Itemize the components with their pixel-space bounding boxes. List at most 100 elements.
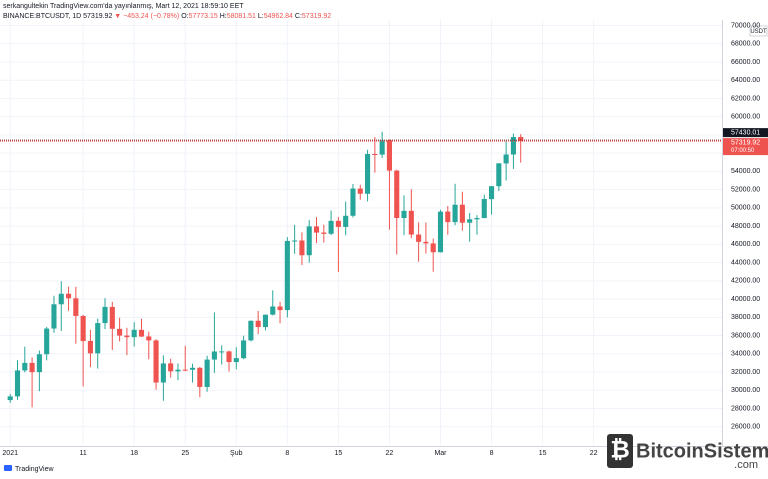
candle-body [146, 336, 152, 341]
candle-body [138, 329, 145, 337]
candle-body [474, 218, 480, 220]
y-tick-label: 66000.00 [731, 59, 760, 66]
candle-body [189, 367, 196, 370]
candle-body [197, 367, 203, 387]
candle-body [73, 298, 79, 316]
candle-body [379, 140, 385, 155]
candle-body [357, 188, 363, 194]
candle-body [58, 293, 64, 305]
tradingview-logo: TradingView [4, 465, 54, 473]
candle-body [7, 396, 13, 401]
x-tick-label: 22 [386, 450, 394, 457]
close-label: C: [295, 13, 302, 20]
candle-body [36, 354, 42, 373]
watermark: ₿ BitcoinSistemi .com [607, 434, 768, 471]
candle-body [481, 199, 487, 219]
y-tick-label: 50000.00 [731, 205, 760, 212]
candle-body [44, 328, 50, 355]
x-tick-label: Mar [434, 450, 447, 457]
last-price: 57319.92 [83, 13, 112, 20]
candle-body [248, 320, 254, 341]
x-tick-label: 25 [181, 450, 189, 457]
candle-body [496, 163, 502, 187]
x-tick-label: 2021 [2, 450, 18, 457]
x-tick-label: 8 [285, 450, 289, 457]
candle-body [467, 219, 473, 223]
y-tick-label: 32000.00 [731, 369, 760, 376]
y-tick-label: 62000.00 [731, 95, 760, 102]
candle-body [241, 340, 247, 359]
open-label: O: [181, 13, 188, 20]
candle-body [14, 370, 21, 397]
candle-body [321, 232, 327, 234]
high-value: 58081.51 [227, 13, 256, 20]
price-line-box [723, 128, 768, 138]
y-tick-label: 48000.00 [731, 223, 760, 230]
candle-body [430, 243, 436, 253]
y-tick-label: 38000.00 [731, 314, 760, 321]
high-label: H: [220, 13, 227, 20]
candle-body [80, 315, 86, 341]
logo-text: TradingView [15, 466, 54, 473]
candle-body [153, 340, 159, 383]
publisher: serkangultekin TradingView.com'da yayınl… [3, 3, 244, 10]
candle-body [168, 363, 174, 372]
currency-box [749, 25, 768, 37]
candle-body [510, 136, 516, 155]
price-line-label: 57430.01 [731, 129, 760, 136]
candle-body [423, 241, 429, 244]
low-label: L: [258, 13, 264, 20]
candle-body [270, 306, 276, 315]
change: −453.24 [123, 13, 149, 20]
candle-body [22, 362, 28, 371]
candle-body [262, 314, 269, 328]
candle-body [372, 154, 378, 156]
candle-body [131, 329, 137, 338]
y-tick-label: 44000.00 [731, 259, 760, 266]
x-tick-label: 22 [590, 450, 598, 457]
x-tick-label: 15 [334, 450, 342, 457]
x-tick-label: 18 [130, 450, 138, 457]
y-tick-label: 54000.00 [731, 168, 760, 175]
candle-body [365, 154, 371, 194]
candle-body [204, 359, 210, 387]
candle-body [277, 306, 283, 311]
change-pct: (−0.78%) [151, 13, 180, 20]
candle-body [343, 215, 349, 227]
y-tick-label: 42000.00 [731, 278, 760, 285]
candle-body [488, 186, 495, 200]
x-tick-label: 8 [490, 450, 494, 457]
watermark-icon [607, 434, 633, 468]
candle-body [394, 170, 400, 218]
logo-icon [4, 465, 12, 471]
y-tick-label: 36000.00 [731, 332, 760, 339]
x-tick-label: 15 [539, 450, 547, 457]
change-arrow: ▼ [114, 13, 121, 20]
low-value: 54962.84 [264, 13, 293, 20]
candle-body [408, 210, 414, 235]
candle-body [292, 240, 298, 242]
last-price-box [723, 138, 768, 156]
candle-body [518, 136, 524, 142]
plot-area [0, 20, 722, 445]
candle-body [124, 335, 130, 338]
candle-body [416, 234, 422, 242]
candle-body [233, 358, 239, 363]
candle-body [445, 211, 451, 223]
close-value: 57319.92 [302, 13, 331, 20]
candle-body [299, 240, 305, 256]
candle-body [335, 220, 341, 227]
candle-body [182, 369, 188, 371]
currency: USDT [750, 29, 767, 35]
y-tick-label: 64000.00 [731, 77, 760, 84]
y-tick-label: 60000.00 [731, 114, 760, 121]
y-tick-label: 40000.00 [731, 296, 760, 303]
y-tick-label: 46000.00 [731, 241, 760, 248]
candle-body [313, 226, 320, 233]
y-tick-label: 34000.00 [731, 351, 760, 358]
y-tick-label: 52000.00 [731, 186, 760, 193]
candle-body [109, 306, 115, 329]
symbol-line: BINANCE:BTCUSDT, 1D 57319.92 ▼ −453.24 (… [3, 13, 331, 20]
